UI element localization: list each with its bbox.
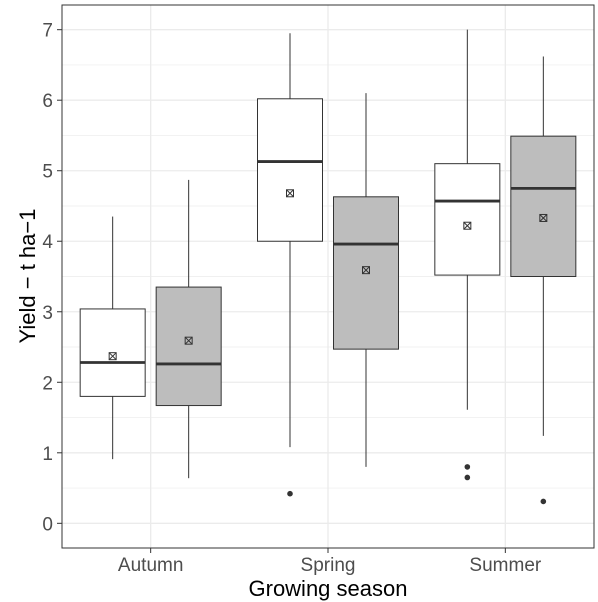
- mean-marker: [362, 266, 370, 275]
- x-axis-title: Growing season: [249, 576, 408, 601]
- x-tick-label: Autumn: [118, 555, 183, 576]
- boxes: [79, 29, 577, 505]
- outlier-point: [540, 498, 547, 505]
- ticks: 0 1 2 3 4 5 6 7 Autumn Spring Summer: [42, 21, 541, 576]
- box: [257, 98, 323, 242]
- mean-marker-cross: [362, 266, 370, 275]
- mean-marker-cross: [286, 189, 294, 198]
- box-group: [510, 56, 577, 505]
- box-group: [155, 179, 222, 479]
- box: [510, 135, 577, 277]
- mean-marker-cross: [108, 352, 117, 361]
- y-tick-label: 6: [42, 91, 53, 112]
- box-group: [257, 33, 323, 497]
- mean-marker: [463, 221, 472, 230]
- y-tick-label: 5: [42, 162, 53, 183]
- mean-marker: [539, 213, 548, 222]
- y-tick-label: 0: [42, 514, 53, 535]
- y-axis-title: Yield − t ha−1: [15, 209, 40, 344]
- box-group: [333, 93, 399, 467]
- mean-marker-cross: [184, 336, 193, 345]
- box-group: [79, 216, 146, 460]
- y-tick-label: 3: [42, 303, 53, 324]
- box-group: [434, 29, 501, 481]
- mean-marker-cross: [463, 221, 472, 230]
- mean-marker: [108, 352, 117, 361]
- outlier-point: [464, 474, 471, 481]
- box: [333, 196, 399, 350]
- outlier-point: [464, 464, 471, 470]
- grid: [62, 5, 594, 548]
- y-tick-label: 4: [42, 232, 53, 253]
- mean-marker: [286, 189, 294, 198]
- box: [155, 286, 222, 407]
- y-tick-label: 7: [42, 21, 53, 42]
- y-tick-label: 2: [42, 373, 53, 394]
- x-tick-label: Spring: [301, 555, 356, 576]
- x-tick-label: Summer: [469, 555, 541, 576]
- outlier-point: [287, 490, 293, 497]
- mean-marker-cross: [539, 214, 548, 222]
- mean-marker: [184, 336, 193, 345]
- box: [434, 163, 501, 276]
- y-tick-label: 1: [42, 444, 53, 465]
